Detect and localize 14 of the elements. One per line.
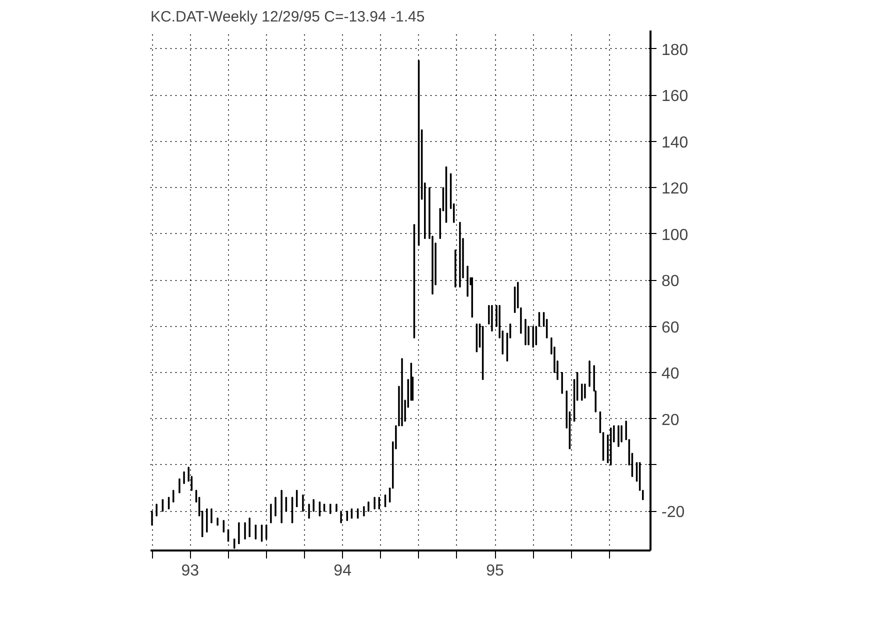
y-tick-label: 80 (662, 273, 680, 290)
y-tick-label: 60 (662, 319, 680, 336)
x-tick-label: 95 (486, 562, 504, 580)
y-tick-label: -20 (662, 504, 685, 522)
y-tick-label: 40 (662, 366, 680, 383)
y-tick-label: 100 (662, 226, 688, 244)
chart-title: KC.DAT-Weekly 12/29/95 C=-13.94 -1.45 (150, 8, 425, 26)
y-tick-label: 140 (662, 134, 688, 152)
y-tick-label: 20 (662, 412, 680, 429)
x-tick-label: 94 (334, 562, 352, 580)
y-tick-label: 120 (662, 180, 688, 198)
y-tick-label: 160 (662, 88, 688, 106)
y-tick-label: 180 (662, 42, 688, 59)
x-tick-label: 93 (181, 562, 200, 580)
